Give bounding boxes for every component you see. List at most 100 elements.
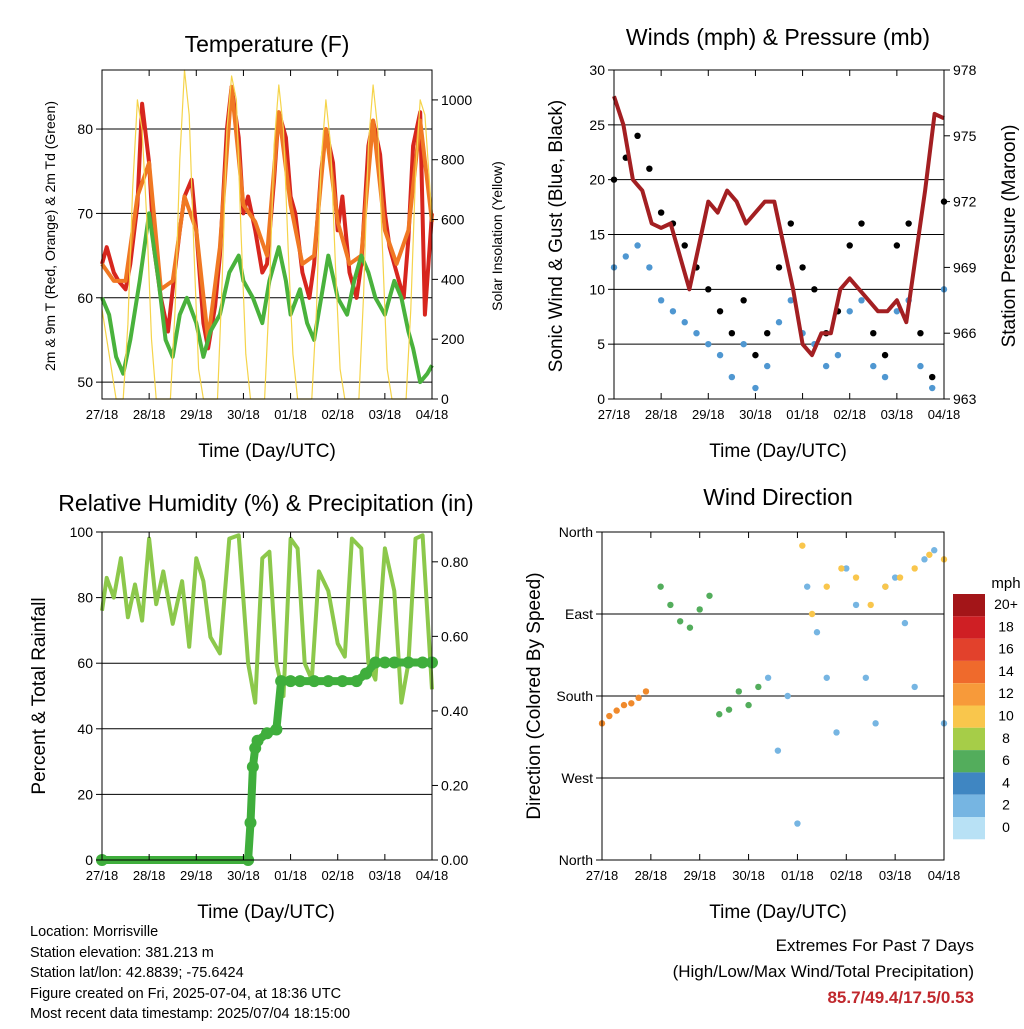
scatter-point [872, 720, 879, 727]
y-tick-label: 20 [77, 786, 93, 802]
y-tick-label: North [559, 524, 593, 540]
location-text: Location: Morrisville [30, 924, 159, 940]
legend-label: 6 [1002, 752, 1010, 768]
y2-tick-label: 963 [953, 391, 977, 407]
x-tick-label: 03/18 [369, 407, 402, 422]
scatter-point [891, 574, 899, 581]
scatter-point [882, 583, 889, 590]
scatter-point [775, 264, 783, 271]
legend-swatch [953, 594, 985, 617]
scatter-point [725, 706, 733, 713]
y-tick-label: North [559, 852, 593, 868]
legend-label: 10 [998, 708, 1014, 724]
scatter-point [901, 619, 909, 627]
scatter-point [799, 264, 806, 271]
legend-swatch [953, 638, 985, 661]
legend-label: 8 [1002, 730, 1010, 746]
plot-frame [101, 531, 433, 861]
latlon-text: Station lat/lon: 42.8839; -75.6424 [30, 965, 244, 981]
scatter-point [870, 362, 877, 370]
temperature-ylabel-left: 2m & 9m T (Red, Orange) & 2m Td (Green) [42, 101, 58, 371]
y-tick-label: 15 [589, 227, 605, 243]
scatter-point [774, 747, 782, 754]
temperature-ylabel-right: Solar Insolation (Yellow) [489, 161, 505, 311]
series-line [100, 211, 434, 385]
y-tick-label: 70 [77, 205, 93, 221]
legend-swatch [953, 772, 985, 795]
y-tick-label: 10 [589, 281, 605, 297]
scatter-point [728, 373, 736, 381]
x-tick-label: 30/18 [732, 868, 765, 883]
x-tick-label: 27/18 [86, 407, 119, 422]
scatter-point [634, 242, 641, 249]
temperature-panel: Temperature (F) Time (Day/UTC) 2m & 9m T… [42, 31, 505, 462]
winds-ylabel-right: Station Pressure (Maroon) [999, 125, 1020, 348]
y2-tick-label: 969 [953, 259, 977, 275]
y-tick-label: 80 [77, 121, 93, 137]
scatter-point [622, 253, 629, 260]
scatter-point [911, 683, 918, 691]
scatter-point [696, 606, 703, 613]
plot-frame [101, 69, 433, 400]
scatter-point [635, 694, 642, 702]
y-tick-label: 60 [77, 290, 93, 306]
y-tick-label: 25 [589, 117, 605, 133]
y-tick-label: 80 [77, 590, 93, 606]
scatter-point [846, 308, 853, 315]
y2-tick-label: 800 [441, 152, 465, 168]
x-tick-label: 01/18 [781, 868, 814, 883]
scatter-point [905, 220, 912, 227]
x-tick-label: 03/18 [369, 868, 402, 883]
x-tick-label: 27/18 [598, 407, 631, 422]
elevation-text: Station elevation: 381.213 m [30, 944, 214, 961]
scatter-point [740, 340, 747, 348]
timestamp-text: Most recent data timestamp: 2025/07/04 1… [30, 1006, 351, 1022]
y-tick-label: 40 [77, 721, 93, 737]
scatter-point [628, 700, 635, 707]
scatter-point [669, 308, 677, 315]
scatter-point [896, 574, 904, 581]
scatter-point [613, 707, 620, 714]
legend-swatch [953, 727, 985, 751]
precip-line [102, 658, 432, 864]
scatter-point [752, 351, 759, 359]
y-tick-label: East [565, 606, 593, 622]
scatter-point [823, 674, 830, 681]
winds-panel: Winds (mph) & Pressure (mb) Time (Day/UT… [546, 24, 1020, 462]
y-tick-label: 5 [597, 336, 605, 352]
scatter-point [716, 711, 723, 718]
legend-label: 18 [998, 618, 1014, 634]
scatter-point [787, 297, 794, 304]
y2-tick-label: 400 [441, 271, 465, 287]
scatter-point [804, 583, 811, 590]
scatter-point [822, 362, 830, 370]
legend-swatch [953, 794, 985, 817]
scatter-point [867, 601, 874, 609]
y-tick-label: 100 [70, 524, 94, 540]
y2-tick-label: 978 [953, 62, 977, 78]
scatter-point [705, 340, 712, 348]
x-tick-label: 03/18 [879, 868, 912, 883]
legend-swatch [953, 705, 985, 728]
extremes-box: Extremes For Past 7 Days (High/Low/Max W… [673, 933, 974, 1011]
y2-tick-label: 600 [441, 212, 465, 228]
scatter-point [764, 674, 772, 681]
scatter-point [813, 629, 821, 636]
scatter-point [634, 132, 641, 139]
scatter-point [917, 362, 924, 370]
scatter-point [833, 729, 840, 736]
y-tick-label: West [561, 770, 593, 786]
y2-tick-label: 0.00 [441, 852, 468, 868]
x-tick-label: 01/18 [786, 407, 819, 422]
scatter-point [852, 574, 860, 581]
y-tick-label: 0 [597, 391, 605, 407]
extremes-title: Extremes For Past 7 Days [775, 936, 974, 955]
y2-tick-label: 0.60 [441, 628, 468, 644]
scatter-point [740, 297, 747, 304]
scatter-point [858, 220, 865, 227]
x-tick-label: 04/18 [416, 407, 449, 422]
scatter-point [657, 583, 664, 590]
y2-tick-label: 0.40 [441, 703, 468, 719]
legend-swatch [953, 683, 985, 706]
